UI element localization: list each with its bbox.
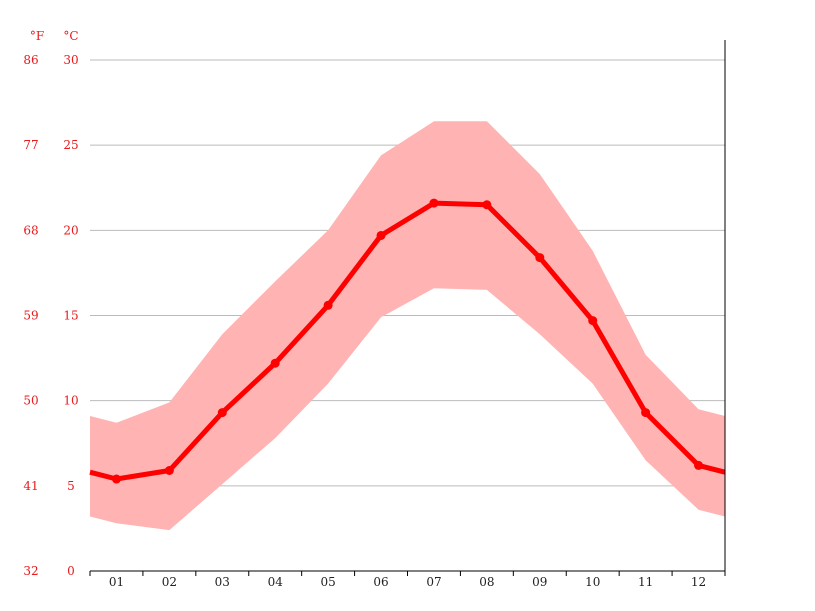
y-tick-label-f: 59: [23, 309, 38, 323]
x-tick-label: 06: [373, 575, 388, 589]
mean-line: [89, 200, 726, 482]
y-tick-label-c: 10: [63, 394, 78, 408]
series-line: [89, 200, 726, 482]
range-band: [90, 121, 725, 531]
y-tick-label-f: 41: [23, 479, 38, 493]
x-tick-label: 07: [426, 575, 441, 589]
x-tick-label: 09: [532, 575, 547, 589]
axes: [89, 40, 726, 576]
data-point: [482, 200, 492, 210]
data-point: [164, 466, 174, 476]
x-tick-label: 02: [162, 575, 177, 589]
data-point: [217, 408, 227, 418]
y-tick-label-f: 77: [23, 138, 38, 152]
x-tick-label: 01: [109, 575, 124, 589]
x-tick-label: 08: [479, 575, 494, 589]
data-point: [270, 358, 280, 368]
x-tick-label: 03: [215, 575, 230, 589]
unit-f-label: °F: [30, 29, 44, 43]
data-point: [535, 253, 545, 263]
y-tick-labels: °F °C 0 32 5 41 10 50 15 59 20 68 25 77 30 86: [23, 29, 78, 578]
y-tick-label-f: 86: [23, 53, 38, 67]
unit-c-label: °C: [63, 29, 78, 43]
data-point: [694, 460, 704, 470]
data-point: [323, 300, 333, 310]
y-tick-label-c: 20: [63, 223, 78, 237]
x-tick-label: 10: [585, 575, 600, 589]
y-tick-label-c: 5: [67, 479, 75, 493]
y-tick-label-c: 15: [63, 309, 78, 323]
range-band-area: [90, 121, 725, 531]
x-tick-labels: 01 02 03 04 05 06 07 08 09 10 11 12: [109, 575, 706, 589]
x-tick-label: 11: [638, 575, 653, 589]
x-tick-label: 12: [691, 575, 706, 589]
y-tick-label-c: 0: [67, 564, 75, 578]
data-point: [588, 316, 598, 326]
data-point: [429, 198, 439, 208]
y-tick-label-f: 68: [23, 223, 38, 237]
y-tick-label-c: 30: [63, 53, 78, 67]
series-points: [111, 198, 704, 484]
y-tick-label-f: 50: [23, 394, 38, 408]
x-tick-label: 04: [268, 575, 284, 589]
data-point: [641, 408, 651, 418]
data-point: [111, 474, 121, 484]
data-point: [376, 230, 386, 240]
y-tick-label-f: 32: [23, 564, 38, 578]
y-tick-label-c: 25: [63, 138, 78, 152]
x-tick-label: 05: [320, 575, 335, 589]
